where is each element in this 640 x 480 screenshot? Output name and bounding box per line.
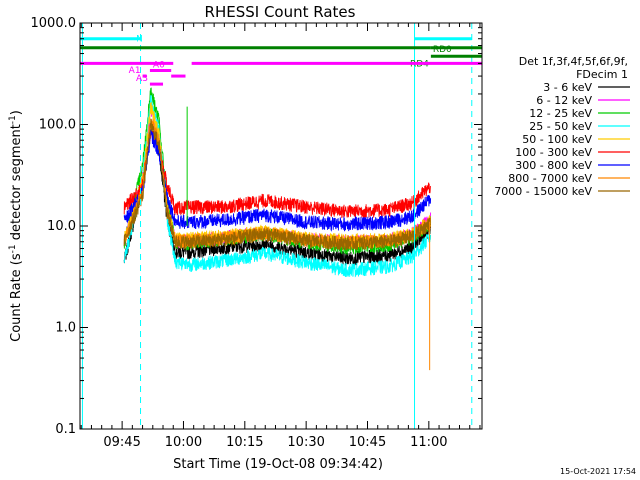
legend-label-9: 7000 - 15000 keV <box>494 185 592 198</box>
legend-label-2: 6 - 12 keV <box>536 94 592 107</box>
timestamp: 15-Oct-2021 17:54 <box>560 467 636 476</box>
legend-label-7: 300 - 800 keV <box>515 159 592 172</box>
legend-label-8: 800 - 7000 keV <box>508 172 592 185</box>
x-axis-label: Start Time (19-Oct-08 09:34:42) <box>173 457 383 472</box>
x-tick-label-2: 10:00 <box>165 435 202 450</box>
legend-header-line-2: FDecim 1 <box>576 68 628 81</box>
x-tick-label-5: 10:45 <box>349 435 386 450</box>
series-line-6 <box>123 123 432 219</box>
x-tick-label-4: 10:30 <box>287 435 324 450</box>
y-axis-label-suffix: detector segment <box>9 124 24 244</box>
legend-label-6: 100 - 300 keV <box>515 146 592 159</box>
y-axis-label: Count Rate (s-1 detector segment-1) <box>8 110 24 342</box>
y-axis-label-end: ) <box>9 110 24 115</box>
state-bar-label-11: A3 <box>136 74 148 84</box>
legend-header-line-1: Det 1f,3f,4f,5f,6f,9f, <box>519 55 628 68</box>
series-line-9 <box>123 118 432 252</box>
series-line-4 <box>123 95 432 278</box>
x-tick-label-1: 09:45 <box>103 435 140 450</box>
y-tick-label-1: 1000.0 <box>31 16 77 31</box>
legend: Det 1f,3f,4f,5f,6f,9f, FDecim 1 3 - 6 ke… <box>494 55 630 198</box>
legend-label-1: 3 - 6 keV <box>543 81 592 94</box>
y-axis-label-sup: -1 <box>8 244 18 253</box>
legend-label-3: 12 - 25 keV <box>529 107 592 120</box>
state-bar-label-8: A0 <box>153 61 165 71</box>
x-tick-label-3: 10:15 <box>226 435 263 450</box>
y-axis-label-sup-2: -1 <box>8 115 18 124</box>
chart-title: RHESSI Count Rates <box>205 3 356 21</box>
x-tick-label-6: 11:00 <box>410 435 447 450</box>
y-tick-label-2: 100.0 <box>39 118 76 133</box>
y-tick-label-5: 0.1 <box>55 422 76 437</box>
state-bar-label-1: N <box>136 35 143 45</box>
state-bar-label-9: A1 <box>129 66 141 76</box>
state-bar-label-4: RD0 <box>433 45 452 55</box>
legend-label-5: 50 - 100 keV <box>522 133 592 146</box>
y-tick-label-3: 10.0 <box>47 219 76 234</box>
y-axis-label-prefix: Count Rate (s <box>9 253 24 342</box>
legend-label-4: 25 - 50 keV <box>529 120 592 133</box>
y-tick-label-4: 1.0 <box>55 321 76 336</box>
series-line-7 <box>123 128 432 232</box>
